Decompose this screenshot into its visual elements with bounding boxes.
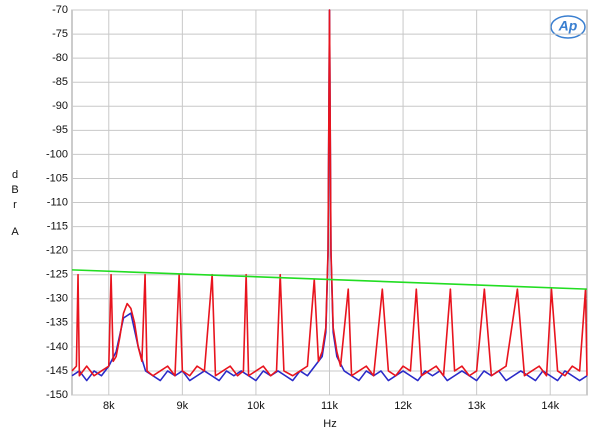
y-tick-label: -95 [52,124,68,136]
y-tick-label: -125 [46,269,68,281]
y-tick-label: -85 [52,76,68,88]
y-axis-label: B [11,184,18,196]
y-tick-label: -100 [46,148,68,160]
y-tick-label: -75 [52,28,68,40]
y-tick-label: -115 [47,220,68,232]
y-tick-label: -135 [46,317,68,329]
y-tick-label: -130 [46,293,68,305]
y-axis-label: A [11,226,19,238]
y-tick-label: -140 [46,341,68,353]
x-tick-label: 14k [541,400,559,412]
x-tick-label: 11k [321,400,338,412]
x-tick-label: 13k [468,400,486,412]
logo: Ap [558,18,578,34]
series-line [71,9,588,377]
y-tick-label: -150 [46,389,68,401]
y-tick-label: -105 [46,172,68,184]
y-tick-label: -145 [46,365,68,377]
y-tick-label: -120 [46,245,68,257]
y-axis-label: d [12,169,18,181]
x-tick-label: 8k [103,400,115,412]
y-tick-label: -80 [52,52,68,64]
y-tick-label: -110 [47,196,68,208]
logo-ring [550,15,586,39]
x-axis-label: Hz [323,418,336,430]
y-tick-label: -90 [52,100,68,112]
y-axis-label: r [13,199,17,211]
x-tick-label: 9k [177,400,189,412]
x-tick-label: 10k [247,400,265,412]
x-tick-label: 12k [394,400,412,412]
series-line [71,269,588,290]
y-tick-label: -70 [52,4,68,16]
